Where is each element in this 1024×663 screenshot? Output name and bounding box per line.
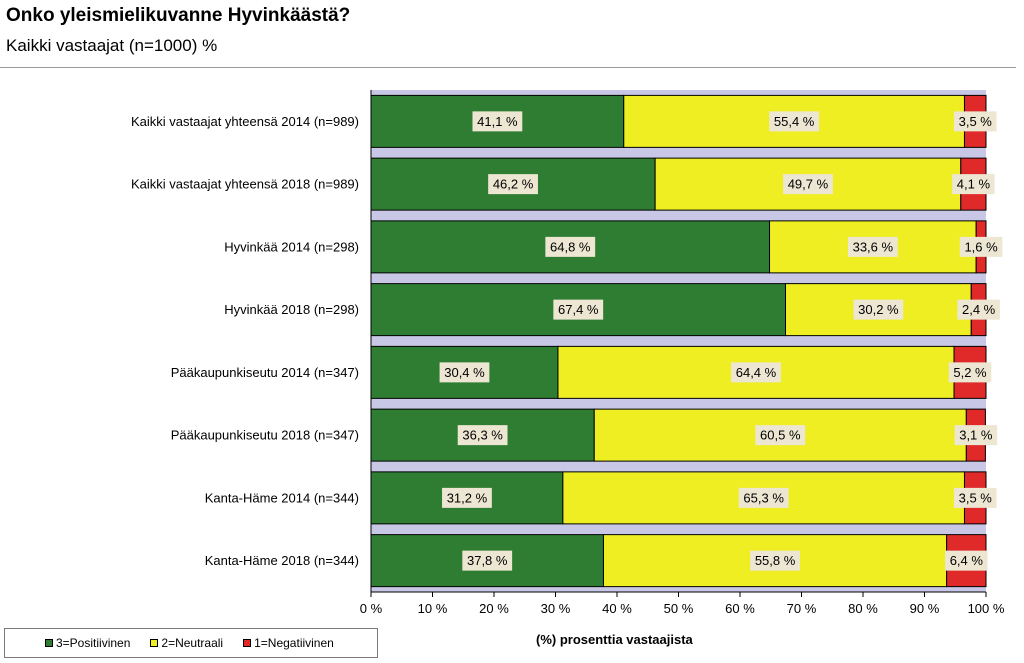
data-label-bg bbox=[853, 299, 904, 320]
data-label-bg bbox=[488, 174, 538, 195]
title-divider bbox=[0, 67, 1016, 68]
x-axis-label: (%) prosenttia vastaajista bbox=[536, 632, 693, 647]
x-tick-label: 20 % bbox=[479, 601, 509, 616]
data-label: 1,6 % bbox=[964, 239, 998, 254]
data-label: 60,5 % bbox=[760, 428, 801, 443]
data-label-bg bbox=[439, 362, 490, 383]
legend-swatch bbox=[150, 639, 159, 647]
legend-swatch bbox=[243, 639, 252, 647]
data-label-bg bbox=[769, 111, 820, 132]
data-label-bg bbox=[462, 550, 513, 571]
category-label: Kanta-Häme 2018 (n=344) bbox=[205, 553, 359, 568]
data-label: 37,8 % bbox=[467, 553, 508, 568]
data-label-bg bbox=[472, 111, 523, 132]
data-label-bg bbox=[750, 550, 800, 571]
x-tick-label: 50 % bbox=[664, 601, 694, 616]
legend-label: 1=Negatiivinen bbox=[254, 636, 334, 650]
data-label-bg bbox=[954, 425, 998, 446]
data-label: 33,6 % bbox=[853, 239, 894, 254]
data-label: 30,4 % bbox=[444, 365, 485, 380]
data-label: 31,2 % bbox=[447, 490, 488, 505]
data-label: 30,2 % bbox=[858, 302, 899, 317]
data-label-bg bbox=[545, 236, 596, 257]
data-label: 64,4 % bbox=[736, 365, 777, 380]
data-label: 4,1 % bbox=[957, 177, 991, 192]
data-label-bg bbox=[738, 487, 789, 508]
data-label: 36,3 % bbox=[462, 428, 503, 443]
chart-subtitle: Kaikki vastaajat (n=1000) % bbox=[6, 36, 218, 55]
data-label-bg bbox=[945, 550, 988, 571]
category-label: Kaikki vastaajat yhteensä 2014 (n=989) bbox=[131, 114, 359, 129]
data-label: 5,2 % bbox=[953, 365, 987, 380]
category-label: Kanta-Häme 2014 (n=344) bbox=[205, 490, 359, 505]
category-label: Hyvinkää 2014 (n=298) bbox=[224, 239, 359, 254]
data-label-bg bbox=[959, 236, 1003, 257]
category-label: Hyvinkää 2018 (n=298) bbox=[224, 302, 359, 317]
data-label-bg bbox=[953, 487, 997, 508]
data-label-bg bbox=[957, 299, 1000, 320]
data-label: 65,3 % bbox=[743, 490, 784, 505]
legend-item: 3=Positiivinen bbox=[45, 636, 130, 650]
data-label-bg bbox=[442, 487, 492, 508]
data-label-bg bbox=[952, 174, 995, 195]
data-label: 3,1 % bbox=[959, 428, 993, 443]
legend-swatch bbox=[45, 639, 53, 647]
chart-legend: 3=Positiivinen 2=Neutraali 1=Negatiivinen bbox=[4, 628, 378, 658]
x-tick-label: 0 % bbox=[360, 601, 383, 616]
legend-label: 3=Positiivinen bbox=[56, 636, 131, 650]
data-label: 3,5 % bbox=[959, 490, 993, 505]
data-label: 46,2 % bbox=[493, 177, 534, 192]
category-label: Kaikki vastaajat yhteensä 2018 (n=989) bbox=[131, 177, 359, 192]
x-tick-label: 30 % bbox=[541, 601, 571, 616]
data-label: 67,4 % bbox=[558, 302, 599, 317]
chart-title: Onko yleismielikuvanne Hyvinkäästä? bbox=[6, 5, 351, 26]
x-tick-label: 100 % bbox=[968, 601, 1005, 616]
data-label: 41,1 % bbox=[477, 114, 518, 129]
x-tick-label: 10 % bbox=[418, 601, 448, 616]
data-label-bg bbox=[953, 111, 997, 132]
x-tick-label: 90 % bbox=[910, 601, 940, 616]
x-tick-label: 60 % bbox=[725, 601, 755, 616]
stacked-bar-chart: Kaikki vastaajat yhteensä 2014 (n=989) 41… bbox=[131, 90, 1005, 616]
category-label: Pääkaupunkiseutu 2018 (n=347) bbox=[171, 428, 359, 443]
data-label: 49,7 % bbox=[788, 177, 829, 192]
data-label: 6,4 % bbox=[950, 553, 984, 568]
data-label-bg bbox=[553, 299, 604, 320]
x-tick-label: 40 % bbox=[602, 601, 632, 616]
data-label-bg bbox=[457, 425, 508, 446]
category-label: Pääkaupunkiseutu 2014 (n=347) bbox=[171, 365, 359, 380]
legend-item: 1=Negatiivinen bbox=[243, 636, 334, 650]
data-label-bg bbox=[783, 174, 833, 195]
legend-label: 2=Neutraali bbox=[161, 636, 224, 650]
data-label-bg bbox=[755, 425, 806, 446]
x-tick-label: 70 % bbox=[787, 601, 817, 616]
data-label: 55,8 % bbox=[755, 553, 796, 568]
data-label: 64,8 % bbox=[550, 239, 591, 254]
data-label-bg bbox=[847, 236, 898, 257]
data-label: 3,5 % bbox=[959, 114, 993, 129]
data-label: 2,4 % bbox=[962, 302, 996, 317]
data-label: 55,4 % bbox=[774, 114, 815, 129]
data-label-bg bbox=[948, 362, 992, 383]
x-tick-label: 80 % bbox=[848, 601, 878, 616]
bar-segment bbox=[769, 220, 977, 274]
legend-item: 2=Neutraali bbox=[150, 636, 223, 650]
data-label-bg bbox=[731, 362, 781, 383]
